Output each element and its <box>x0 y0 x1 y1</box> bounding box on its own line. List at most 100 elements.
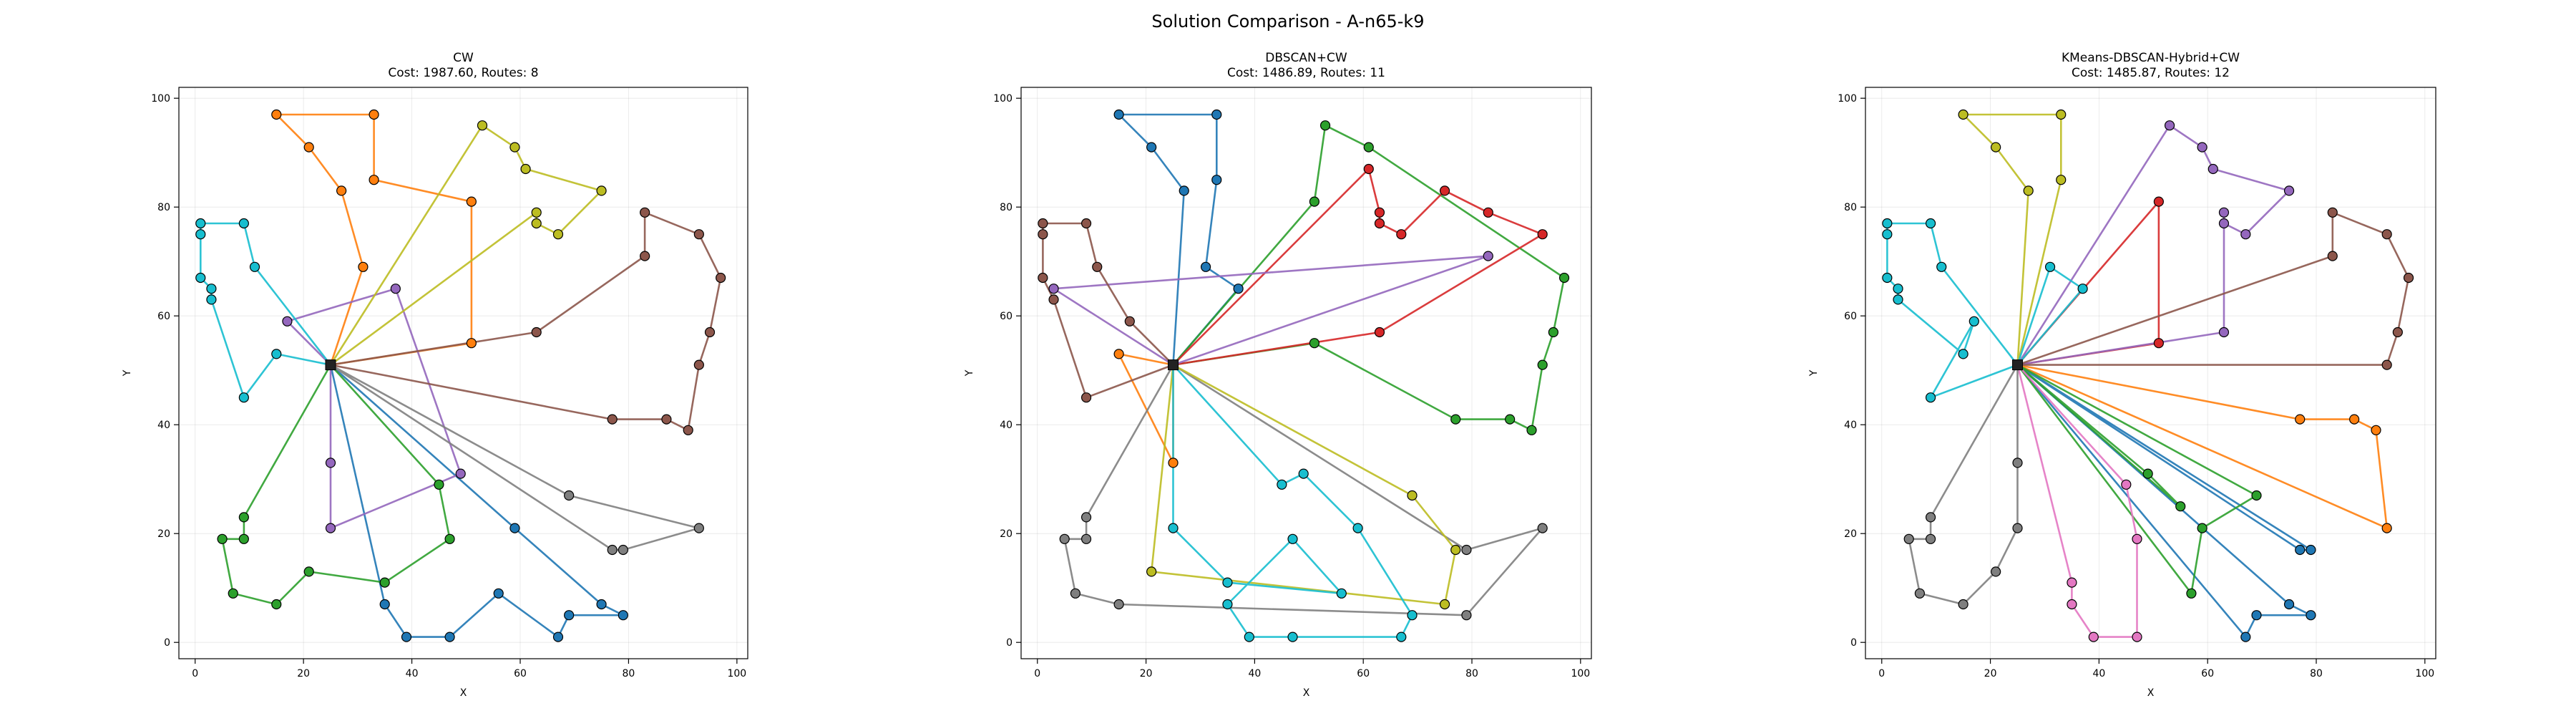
customer-point <box>1124 316 1135 326</box>
axes-frame <box>1865 87 2436 659</box>
customer-point <box>1925 533 1936 544</box>
customer-point <box>1113 349 1124 359</box>
customer-point <box>1483 251 1493 261</box>
customer-point <box>2283 185 2295 196</box>
customer-point <box>2121 479 2132 490</box>
route-line-12 <box>2016 266 2084 366</box>
subplot-subtitle: Cost: 1486.89, Routes: 11 <box>1227 66 1385 80</box>
customer-point <box>1038 229 1048 240</box>
customer-point <box>531 326 542 338</box>
customer-point <box>444 632 455 642</box>
customer-point <box>1925 218 1936 229</box>
customer-point <box>2056 109 2067 120</box>
customer-point <box>2067 577 2077 588</box>
y-axis-label: Y <box>1808 369 1820 377</box>
x-tick-label: 0 <box>192 668 198 679</box>
customer-point <box>1407 490 1418 501</box>
customer-point <box>1319 120 1331 131</box>
customer-point <box>1179 185 1189 196</box>
customer-point <box>1168 523 1179 533</box>
customer-point <box>618 610 628 621</box>
x-tick-label: 20 <box>1984 668 1997 679</box>
route-line-8 <box>2017 211 2410 366</box>
axes-frame <box>1020 87 1592 659</box>
customer-point <box>369 109 379 120</box>
customer-point <box>1211 175 1222 185</box>
customer-point <box>1991 142 2001 153</box>
customer-point <box>2327 207 2338 218</box>
customer-point <box>379 599 390 610</box>
customer-point <box>1070 588 1081 599</box>
plot-area <box>1865 87 2436 659</box>
y-tick-label: 40 <box>1844 420 1857 431</box>
customer-point <box>520 163 531 175</box>
customer-point <box>466 196 477 207</box>
customer-point <box>607 544 618 556</box>
customer-point <box>336 185 347 196</box>
x-tick-label: 40 <box>406 668 419 679</box>
customer-point <box>1222 599 1233 610</box>
plot-area <box>179 87 748 659</box>
customer-point <box>1222 577 1233 588</box>
route-line-5 <box>2016 364 2182 508</box>
route-line-13 <box>1886 222 2019 399</box>
x-tick-label: 80 <box>2310 668 2323 679</box>
customer-point <box>1882 229 1893 240</box>
customer-point <box>2251 610 2262 621</box>
x-axis-label: X <box>1303 687 1310 699</box>
customer-point <box>1080 533 1092 544</box>
customer-point <box>282 316 293 326</box>
customer-point <box>509 142 520 153</box>
customer-point <box>1396 229 1407 240</box>
customer-point <box>1925 392 1936 403</box>
subplot-subtitle: Cost: 1485.87, Routes: 12 <box>2072 66 2230 80</box>
customer-point <box>434 479 444 490</box>
x-tick-label: 20 <box>1140 668 1153 679</box>
customer-point <box>1882 218 1893 229</box>
customer-point <box>303 142 314 153</box>
customer-point <box>2044 261 2056 272</box>
x-tick-label: 60 <box>514 668 527 679</box>
customer-point <box>1244 632 1254 642</box>
customer-point <box>2381 523 2392 533</box>
customer-point <box>1450 414 1461 425</box>
x-tick-label: 100 <box>1571 668 1590 679</box>
x-tick-label: 40 <box>1248 668 1261 679</box>
customer-point <box>2240 229 2251 240</box>
customer-point <box>1958 349 1968 359</box>
x-tick-label: 60 <box>1357 668 1370 679</box>
customer-point <box>401 632 412 642</box>
customer-point <box>661 414 672 425</box>
y-tick-label: 20 <box>1844 528 1857 540</box>
x-tick-label: 0 <box>1034 668 1040 679</box>
customer-point <box>693 229 704 240</box>
customer-point <box>195 229 206 240</box>
customer-point <box>2132 632 2142 642</box>
customer-point <box>2381 229 2392 240</box>
customer-point <box>2306 544 2316 556</box>
customer-point <box>2349 414 2360 425</box>
customer-point <box>2142 468 2153 479</box>
customer-point <box>1146 566 1157 577</box>
customer-point <box>1059 533 1070 544</box>
customer-point <box>1352 523 1363 533</box>
x-axis-label: X <box>2147 687 2155 699</box>
customer-point <box>271 109 282 120</box>
customer-point <box>325 458 336 468</box>
y-tick-label: 40 <box>157 420 170 431</box>
y-tick-label: 20 <box>1000 528 1013 540</box>
x-tick-label: 100 <box>727 668 746 679</box>
customer-point <box>1309 338 1319 349</box>
customer-point <box>1363 142 1374 153</box>
customer-point <box>206 294 217 305</box>
y-tick-label: 60 <box>157 311 170 322</box>
customer-point <box>238 512 249 523</box>
customer-point <box>444 533 455 544</box>
customer-point <box>2295 544 2306 556</box>
customer-point <box>1080 392 1092 403</box>
customer-point <box>1526 425 1537 435</box>
customer-point <box>2327 251 2338 261</box>
customer-point <box>369 175 379 185</box>
